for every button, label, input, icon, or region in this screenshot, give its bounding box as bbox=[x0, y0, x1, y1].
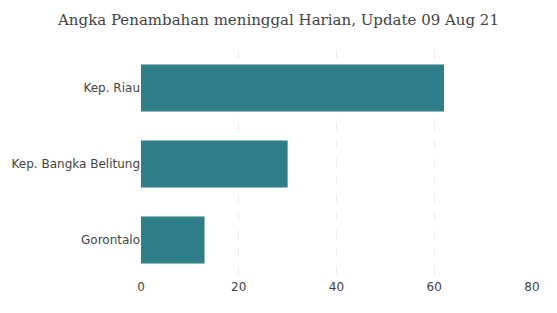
svg-text:40: 40 bbox=[329, 280, 344, 294]
svg-text:80: 80 bbox=[524, 280, 539, 294]
svg-text:Kep. Riau: Kep. Riau bbox=[83, 81, 140, 95]
svg-text:Angka Penambahan meninggal Har: Angka Penambahan meninggal Harian, Updat… bbox=[57, 11, 499, 29]
svg-text:60: 60 bbox=[427, 280, 442, 294]
svg-text:Gorontalo: Gorontalo bbox=[81, 233, 140, 247]
svg-text:20: 20 bbox=[231, 280, 246, 294]
svg-text:0: 0 bbox=[137, 280, 145, 294]
svg-text:Kep. Bangka Belitung: Kep. Bangka Belitung bbox=[12, 157, 140, 171]
